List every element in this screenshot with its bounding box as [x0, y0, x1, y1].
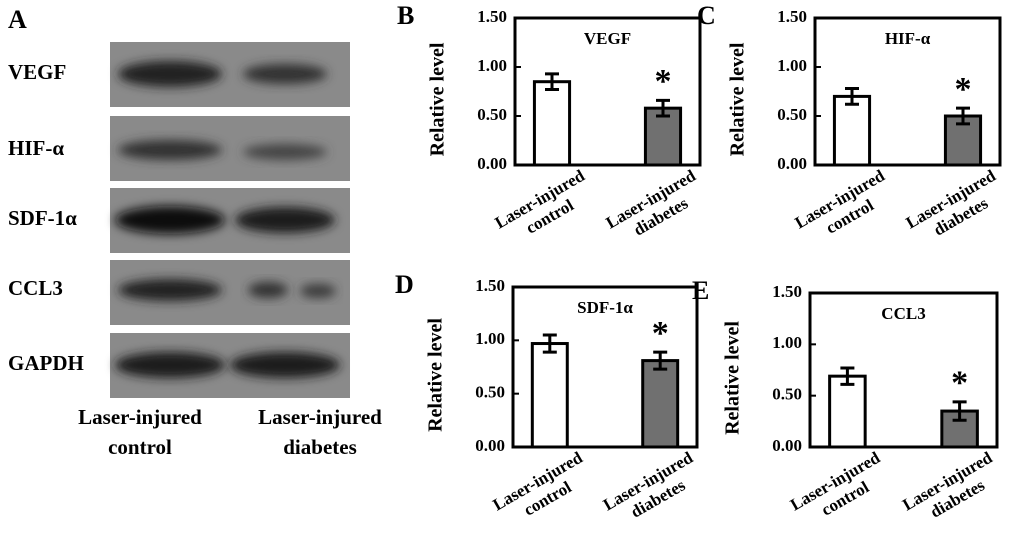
bar	[532, 80, 572, 167]
chart-title: CCL3	[881, 304, 925, 323]
bar	[530, 342, 569, 449]
significance-mark: *	[652, 315, 669, 352]
panel-label: E	[692, 276, 709, 305]
plot-frame	[513, 16, 702, 167]
bar	[828, 374, 867, 449]
row-label: VEGF	[8, 60, 66, 84]
band	[118, 140, 222, 160]
band	[243, 64, 327, 84]
blot-panel: A VEGF HIF-α SDF-1α CCL3 GAPDH Laser-inj…	[8, 5, 382, 459]
bar	[832, 94, 872, 167]
y-tick-label: 0.50	[777, 105, 807, 124]
y-tick-label: 1.00	[477, 56, 507, 75]
bar	[641, 359, 680, 449]
band	[118, 279, 222, 301]
band	[248, 282, 288, 298]
panel-label: B	[397, 1, 414, 30]
band	[230, 352, 340, 378]
error-bar	[952, 400, 967, 422]
panel-label: D	[395, 270, 414, 299]
y-tick-label: 0.50	[477, 105, 507, 124]
plot-frame	[808, 291, 999, 449]
significance-mark: *	[655, 63, 672, 100]
error-bar	[653, 350, 668, 371]
significance-mark: *	[951, 365, 968, 402]
y-tick-label: 0.00	[772, 436, 802, 455]
y-tick-label: 0.00	[475, 436, 505, 455]
row-label: CCL3	[8, 276, 63, 300]
y-tick-label: 0.00	[777, 154, 807, 173]
y-axis-label: Relative level	[425, 318, 447, 432]
y-tick-label: 1.00	[475, 329, 505, 348]
chart-title: HIF-α	[885, 29, 931, 48]
y-tick-label: 0.50	[772, 385, 802, 404]
error-bar-line	[545, 72, 559, 92]
column-label-box: Laser-injured control	[78, 405, 202, 459]
y-tick-label: 1.50	[777, 7, 807, 26]
plot-frame	[511, 285, 699, 449]
band	[115, 352, 225, 378]
error-bar	[840, 366, 855, 386]
error-bar-line	[956, 106, 970, 126]
y-tick-label: 1.50	[475, 276, 505, 295]
panel-label: C	[697, 1, 716, 30]
y-axis-label: Relative level	[727, 42, 749, 156]
row-label: SDF-1α	[8, 206, 77, 230]
band	[115, 206, 225, 234]
error-bar	[956, 106, 970, 126]
y-tick-label: 0.50	[475, 383, 505, 402]
y-axis-label: Relative level	[722, 321, 744, 435]
y-axis-label: Relative level	[427, 42, 449, 156]
error-bar	[545, 72, 559, 92]
chart-title: SDF-1α	[577, 298, 633, 317]
error-bar	[542, 333, 557, 354]
error-bar-line	[840, 366, 855, 386]
significance-mark: *	[955, 71, 972, 108]
y-tick-label: 0.00	[477, 154, 507, 173]
band	[300, 284, 336, 298]
row-label: GAPDH	[8, 351, 84, 375]
error-bar-line	[542, 333, 557, 354]
panel-label: A	[8, 5, 27, 34]
error-bar	[656, 98, 670, 118]
band	[118, 61, 222, 87]
plot-frame	[813, 16, 1002, 167]
error-bar-line	[656, 98, 670, 118]
band	[235, 207, 335, 233]
column-label: Laser-injured diabetes	[258, 405, 382, 459]
y-tick-label: 1.00	[777, 56, 807, 75]
error-bar-line	[952, 400, 967, 422]
band	[243, 144, 327, 160]
y-tick-label: 1.50	[477, 7, 507, 26]
y-tick-label: 1.00	[772, 333, 802, 352]
y-tick-label: 1.50	[772, 282, 802, 301]
column-label: Laser-injured control	[78, 405, 202, 459]
error-bar	[845, 87, 859, 106]
column-label-box: Laser-injured diabetes	[258, 405, 382, 459]
error-bar-line	[653, 350, 668, 371]
chart-title: VEGF	[584, 29, 631, 48]
row-label: HIF-α	[8, 136, 64, 160]
error-bar-line	[845, 87, 859, 106]
